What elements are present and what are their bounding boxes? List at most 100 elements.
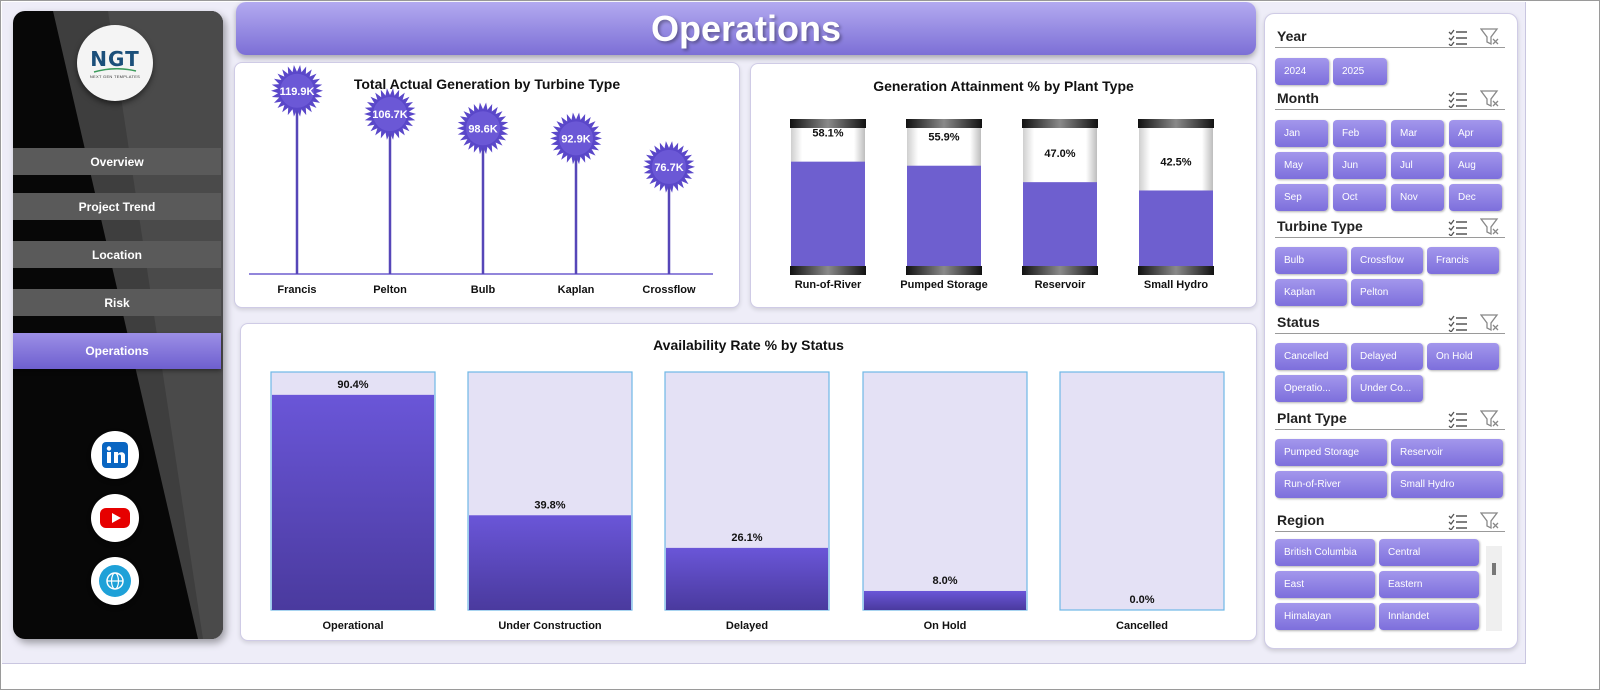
slicer-chip-month[interactable]: May <box>1275 152 1328 179</box>
cylinder-cap-top <box>790 119 866 128</box>
slicer-header-month: Month <box>1275 88 1505 110</box>
slicer-chip-month[interactable]: Sep <box>1275 184 1328 211</box>
slicer-chip-month[interactable]: Feb <box>1333 120 1386 147</box>
slicer-chip-turbine[interactable]: Kaplan <box>1275 279 1347 306</box>
cylinder-cap-bottom <box>790 266 866 275</box>
category-label: Francis <box>277 284 316 296</box>
category-label: Operational <box>322 620 383 632</box>
slicer-chip-region[interactable]: Central <box>1379 539 1479 566</box>
nav-project-trend[interactable]: Project Trend <box>13 193 221 220</box>
data-label: 47.0% <box>1044 148 1075 160</box>
category-label: On Hold <box>924 620 967 632</box>
slicer-chip-status[interactable]: On Hold <box>1427 343 1499 370</box>
data-label: 119.9K <box>280 86 315 98</box>
bar <box>864 590 1026 610</box>
slicer-chip-region[interactable]: British Columbia <box>1275 539 1375 566</box>
slicer-title-region: Region <box>1277 512 1325 528</box>
slicer-chip-month[interactable]: Apr <box>1449 120 1502 147</box>
sidebar: NGT NEXT GEN TEMPLATES Overview Project … <box>13 11 223 639</box>
category-label: Run-of-River <box>795 279 862 291</box>
slicer-chip-turbine[interactable]: Francis <box>1427 247 1499 274</box>
slicer-chip-plant[interactable]: Small Hydro <box>1391 471 1503 498</box>
data-label: 42.5% <box>1160 156 1191 168</box>
slicer-chip-region[interactable]: East <box>1275 571 1375 598</box>
data-label: 76.7K <box>654 162 683 174</box>
clear-filter-icon[interactable] <box>1479 314 1500 332</box>
logo-subtitle: NEXT GEN TEMPLATES <box>89 74 141 79</box>
category-label: Small Hydro <box>1144 279 1208 291</box>
category-label: Under Construction <box>498 620 602 632</box>
slicer-chip-month[interactable]: Oct <box>1333 184 1386 211</box>
linkedin-button[interactable] <box>91 431 139 479</box>
slicer-chip-month[interactable]: Mar <box>1391 120 1444 147</box>
linkedin-icon <box>102 442 128 468</box>
multi-select-icon[interactable] <box>1448 410 1468 429</box>
slicer-title-turbine: Turbine Type <box>1277 218 1363 234</box>
cylinder-cap-bottom <box>906 266 982 275</box>
youtube-button[interactable] <box>91 494 139 542</box>
website-button[interactable] <box>91 557 139 605</box>
slicer-chip-plant[interactable]: Reservoir <box>1391 439 1503 466</box>
slicer-chip-month[interactable]: Jul <box>1391 152 1444 179</box>
slicer-chip-month[interactable]: Aug <box>1449 152 1502 179</box>
turbine-chart-panel: Total Actual Generation by Turbine Type … <box>234 62 740 308</box>
data-label: 90.4% <box>337 379 368 391</box>
slicer-chip-status[interactable]: Operatio... <box>1275 375 1347 402</box>
slicer-chip-region[interactable]: Eastern <box>1379 571 1479 598</box>
region-scroll-thumb[interactable] <box>1492 563 1496 575</box>
nav-operations[interactable]: Operations <box>13 333 221 369</box>
slicer-chip-plant[interactable]: Run-of-River <box>1275 471 1387 498</box>
slicer-chip-month[interactable]: Nov <box>1391 184 1444 211</box>
clear-filter-icon[interactable] <box>1479 218 1500 236</box>
data-label: 55.9% <box>928 132 959 144</box>
status-chart-title: Availability Rate % by Status <box>653 337 844 353</box>
nav-overview[interactable]: Overview <box>13 148 221 175</box>
slicer-chip-month[interactable]: Jun <box>1333 152 1386 179</box>
slicer-chip-turbine[interactable]: Pelton <box>1351 279 1423 306</box>
multi-select-icon[interactable] <box>1448 28 1468 47</box>
logo-swoosh <box>93 68 137 73</box>
slicer-chip-month[interactable]: Dec <box>1449 184 1502 211</box>
lollipop-head <box>652 149 686 184</box>
slicer-chip-status[interactable]: Cancelled <box>1275 343 1347 370</box>
multi-select-icon[interactable] <box>1448 90 1468 109</box>
nav-risk[interactable]: Risk <box>13 289 221 316</box>
cylinder-cap-top <box>1022 119 1098 128</box>
slicer-chip-status[interactable]: Under Co... <box>1351 375 1423 402</box>
globe-icon <box>99 565 131 597</box>
slicer-chip-plant[interactable]: Pumped Storage <box>1275 439 1387 466</box>
cylinder-cap-top <box>906 119 982 128</box>
region-scrollbar[interactable] <box>1486 546 1502 631</box>
slicer-chip-turbine[interactable]: Bulb <box>1275 247 1347 274</box>
slicer-chip-region[interactable]: Innlandet <box>1379 603 1479 630</box>
category-label: Reservoir <box>1035 279 1086 291</box>
slicer-chip-year[interactable]: 2024 <box>1275 58 1329 85</box>
page-title-bar: Operations <box>236 2 1256 55</box>
slicer-chip-year[interactable]: 2025 <box>1333 58 1387 85</box>
clear-filter-icon[interactable] <box>1479 512 1500 530</box>
data-label: 106.7K <box>372 109 408 121</box>
multi-select-icon[interactable] <box>1448 314 1468 333</box>
logo: NGT NEXT GEN TEMPLATES <box>77 25 153 101</box>
slicer-title-status: Status <box>1277 314 1320 330</box>
slicer-header-year: Year <box>1275 26 1505 48</box>
nav-location[interactable]: Location <box>13 241 221 268</box>
clear-filter-icon[interactable] <box>1479 90 1500 108</box>
slicer-chip-month[interactable]: Jan <box>1275 120 1328 147</box>
data-label: 92.9K <box>561 133 590 145</box>
cylinder-cap-bottom <box>1138 266 1214 275</box>
bar-track <box>1059 371 1225 611</box>
category-label: Cancelled <box>1116 620 1168 632</box>
slicer-chip-region[interactable]: Himalayan <box>1275 603 1375 630</box>
slicer-title-plant: Plant Type <box>1277 410 1347 426</box>
category-label: Bulb <box>471 284 496 296</box>
multi-select-icon[interactable] <box>1448 512 1468 531</box>
multi-select-icon[interactable] <box>1448 218 1468 237</box>
clear-filter-icon[interactable] <box>1479 410 1500 428</box>
slicer-header-status: Status <box>1275 312 1505 334</box>
category-label: Crossflow <box>642 284 696 296</box>
lollipop-head <box>280 73 314 108</box>
clear-filter-icon[interactable] <box>1479 28 1500 46</box>
slicer-chip-status[interactable]: Delayed <box>1351 343 1423 370</box>
slicer-chip-turbine[interactable]: Crossflow <box>1351 247 1423 274</box>
